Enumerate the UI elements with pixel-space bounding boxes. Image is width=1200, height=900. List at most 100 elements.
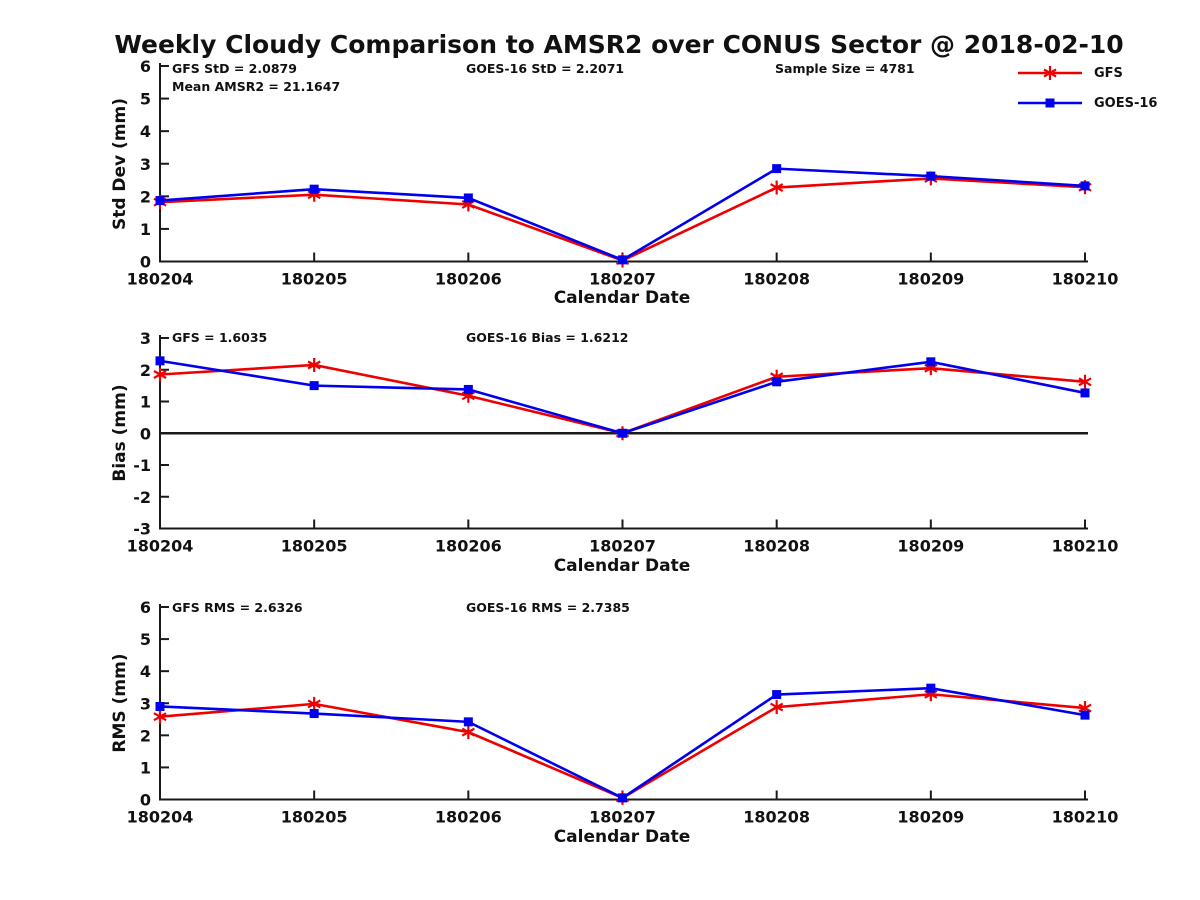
ylabel-rms: RMS (mm) bbox=[110, 653, 130, 753]
x-tick-label: 180209 bbox=[897, 270, 964, 289]
marker-square bbox=[463, 717, 473, 727]
y-tick-label: 5 bbox=[140, 630, 151, 649]
x-tick-label: 180205 bbox=[281, 808, 348, 827]
marker-square bbox=[309, 184, 319, 194]
x-tick-label: 180209 bbox=[897, 537, 964, 556]
marker-asterisk bbox=[770, 180, 784, 195]
marker-square bbox=[618, 428, 627, 438]
marker-square bbox=[463, 193, 473, 203]
x-tick-label: 180210 bbox=[1052, 270, 1119, 289]
x-tick-label: 180206 bbox=[435, 808, 502, 827]
annotation-goes16-rms: GOES-16 RMS = 2.7385 bbox=[466, 600, 630, 615]
annotation-goes16-bias: GOES-16 Bias = 1.6212 bbox=[466, 330, 629, 345]
marker-square bbox=[155, 196, 165, 206]
x-tick-label: 180208 bbox=[743, 808, 810, 827]
y-tick-label: 2 bbox=[140, 187, 151, 206]
ylabel-stddev: Std Dev (mm) bbox=[110, 97, 130, 231]
marker-asterisk bbox=[307, 696, 321, 711]
y-tick-label: 2 bbox=[140, 726, 151, 745]
marker-square bbox=[618, 793, 627, 803]
x-tick-label: 180205 bbox=[281, 270, 348, 289]
y-tick-label: 1 bbox=[140, 393, 151, 412]
x-tick-label: 180206 bbox=[435, 270, 502, 289]
marker-square bbox=[772, 164, 782, 174]
marker-asterisk bbox=[461, 725, 475, 740]
marker-square bbox=[772, 377, 782, 387]
annotation-gfs-bias: GFS = 1.6035 bbox=[172, 330, 268, 345]
y-tick-label: 2 bbox=[140, 361, 151, 380]
y-tick-label: 3 bbox=[140, 329, 151, 348]
marker-square bbox=[309, 381, 319, 391]
y-tick-label: 6 bbox=[140, 598, 151, 617]
y-tick-label: -2 bbox=[133, 488, 151, 507]
y-tick-label: 6 bbox=[140, 57, 151, 76]
y-tick-label: 4 bbox=[140, 662, 151, 681]
marker-square bbox=[618, 255, 627, 265]
marker-square bbox=[926, 357, 936, 367]
series-line-GOES-16 bbox=[159, 359, 1086, 435]
marker-square bbox=[155, 701, 165, 711]
marker-asterisk bbox=[307, 357, 321, 372]
x-tick-label: 180207 bbox=[589, 270, 656, 289]
xlabel-bias: Calendar Date bbox=[553, 556, 691, 576]
chart-title: Weekly Cloudy Comparison to AMSR2 over C… bbox=[114, 30, 1124, 59]
ylabel-bias: Bias (mm) bbox=[110, 384, 130, 482]
annotation-sample-size: Sample Size = 4781 bbox=[775, 61, 915, 76]
marker-square bbox=[1080, 710, 1090, 720]
marker-asterisk bbox=[770, 700, 784, 715]
x-tick-label: 180208 bbox=[743, 270, 810, 289]
marker-square bbox=[309, 709, 319, 719]
legend-label-gfs: GFS bbox=[1094, 65, 1123, 81]
x-tick-label: 180206 bbox=[435, 537, 502, 556]
x-tick-label: 180205 bbox=[281, 537, 348, 556]
series-line-GFS bbox=[159, 363, 1086, 435]
y-tick-label: 5 bbox=[140, 90, 151, 109]
marker-asterisk bbox=[153, 367, 167, 382]
marker-square bbox=[926, 171, 936, 181]
xlabel-stddev: Calendar Date bbox=[553, 288, 691, 308]
y-tick-label: 0 bbox=[140, 791, 151, 810]
marker-square bbox=[463, 384, 473, 394]
legend-label-goes16: GOES-16 bbox=[1094, 95, 1158, 111]
y-tick-label: 1 bbox=[140, 220, 151, 239]
x-tick-label: 180204 bbox=[127, 537, 194, 556]
series-line-GFS bbox=[159, 692, 1086, 800]
annotation-gfs-rms: GFS RMS = 2.6326 bbox=[172, 600, 303, 615]
x-tick-label: 180204 bbox=[127, 270, 194, 289]
x-tick-label: 180209 bbox=[897, 808, 964, 827]
y-tick-label: -1 bbox=[133, 456, 151, 475]
legend: GFS GOES-16 bbox=[1016, 63, 1157, 123]
x-tick-label: 180210 bbox=[1052, 537, 1119, 556]
marker-square bbox=[926, 683, 936, 693]
x-tick-label: 180210 bbox=[1052, 808, 1119, 827]
subplot-rms: 0 1 2 3 4 5 6 180204 180205 180206 180207 180208 180… bbox=[127, 598, 1119, 827]
annotation-goes16-std: GOES-16 StD = 2.2071 bbox=[466, 61, 625, 76]
legend-item-goes16: GOES-16 bbox=[1016, 93, 1157, 113]
subplot-stddev: 0 1 2 3 4 5 6 180204 180205 180206 180207 180208 180… bbox=[127, 57, 1119, 289]
marker-square bbox=[772, 690, 782, 700]
x-tick-label: 180207 bbox=[589, 808, 656, 827]
annotation-mean-amsr2: Mean AMSR2 = 21.1647 bbox=[172, 79, 341, 94]
xlabel-rms: Calendar Date bbox=[553, 827, 691, 847]
y-tick-label: -3 bbox=[133, 520, 151, 539]
marker-square bbox=[155, 356, 165, 366]
annotation-gfs-std: GFS StD = 2.0879 bbox=[172, 61, 297, 76]
y-tick-label: 0 bbox=[140, 424, 151, 443]
gfs-line-asterisk-swatch bbox=[1018, 66, 1082, 80]
y-tick-label: 1 bbox=[140, 758, 151, 777]
marker-square bbox=[1080, 181, 1090, 191]
y-tick-label: 4 bbox=[140, 122, 151, 141]
y-tick-label: 3 bbox=[140, 694, 151, 713]
x-tick-label: 180204 bbox=[127, 808, 194, 827]
marker-asterisk bbox=[1078, 374, 1092, 389]
y-tick-label: 0 bbox=[140, 253, 151, 272]
marker-square bbox=[1080, 388, 1090, 398]
x-tick-label: 180208 bbox=[743, 537, 810, 556]
subplot-bias: -3 -2 -1 0 1 2 3 180204 180205 180206 180207 180208… bbox=[127, 329, 1119, 556]
x-tick-label: 180207 bbox=[589, 537, 656, 556]
y-tick-label: 3 bbox=[140, 155, 151, 174]
goes16-line-square-swatch bbox=[1018, 98, 1082, 108]
legend-item-gfs: GFS bbox=[1016, 63, 1157, 83]
